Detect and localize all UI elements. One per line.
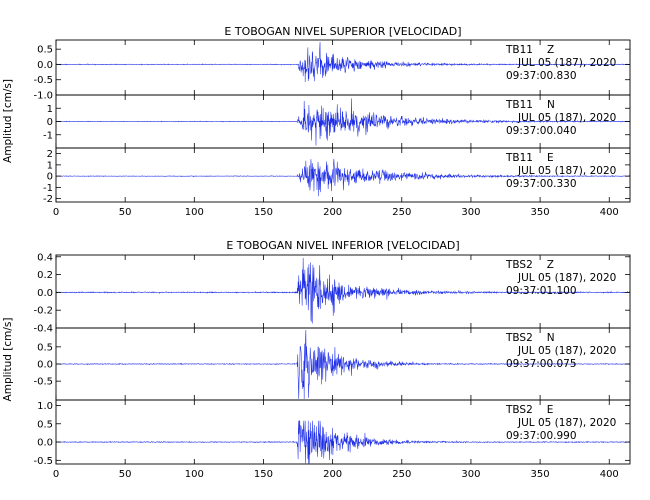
trace-time: 09:37:00.830 [506,70,577,82]
x-tick-label: 100 [185,469,204,480]
station-component-label: TB11 Z [505,44,554,56]
waveform-trace [55,98,631,146]
station-component-label: TBS2 Z [505,259,554,271]
component-code: N [547,99,555,111]
panel-frame [55,399,631,465]
waveform-trace [55,420,631,464]
waveform-trace [55,158,631,197]
trace-time: 09:37:00.075 [506,358,577,370]
y-tick-label: 0 [47,117,53,128]
chart-group-1: E TOBOGAN NIVEL SUPERIOR [VELOCIDAD] Ampl… [2,25,631,218]
component-code: N [547,332,555,344]
chart-group-2: E TOBOGAN NIVEL INFERIOR [VELOCIDAD] Ampl… [2,239,631,480]
y-tick-label: -1 [43,130,53,141]
station-code: TBS2 [505,404,533,416]
x-tick-label: 150 [254,469,273,480]
y-axis-label: Amplitud [cm/s] [2,79,14,163]
station-component-label: TBS2 E [505,404,553,416]
x-tick-label: 350 [531,469,550,480]
y-tick-label: 0.0 [37,60,53,71]
component-code: E [547,152,554,164]
y-tick-label: -0.5 [33,456,53,467]
trace-time: 09:37:00.330 [506,178,577,190]
y-tick-label: -0.5 [33,75,53,86]
station-code: TB11 [505,99,533,111]
trace-time: 09:37:00.040 [506,125,577,137]
y-tick-label: 0.5 [37,45,53,56]
y-tick-label: 0.2 [37,270,53,281]
y-tick-label: 0.5 [37,419,53,430]
x-tick-label: 50 [119,207,132,218]
panel-frame [55,147,631,203]
x-tick-label: 0 [53,207,59,218]
y-tick-label: 0.0 [37,360,53,371]
x-tick-label: 350 [531,207,550,218]
y-tick-label: 0.4 [37,252,53,263]
y-tick-label: -0.5 [33,377,53,388]
y-tick-label: 1 [47,104,53,115]
trace-date: JUL 05 (187), 2020 [517,417,616,429]
component-code: Z [547,44,554,56]
station-code: TBS2 [505,259,533,271]
waveform-trace [55,257,631,324]
x-tick-label: 250 [392,469,411,480]
station-component-label: TBS2 N [505,332,555,344]
station-component-label: TB11 N [505,99,555,111]
x-tick-label: 250 [392,207,411,218]
x-tick-label: 400 [600,469,619,480]
trace-date: JUL 05 (187), 2020 [517,272,616,284]
trace-date: JUL 05 (187), 2020 [517,345,616,357]
station-code: TB11 [505,152,533,164]
chart-title: E TOBOGAN NIVEL SUPERIOR [VELOCIDAD] [224,25,461,38]
station-component-label: TB11 E [505,152,554,164]
y-tick-label: 1 [47,160,53,171]
y-tick-label: 0.5 [37,342,53,353]
x-tick-label: 50 [119,469,132,480]
chart-title: E TOBOGAN NIVEL INFERIOR [VELOCIDAD] [226,239,459,252]
y-tick-label: 1.0 [37,401,53,412]
component-code: Z [547,259,554,271]
station-code: TB11 [505,44,533,56]
y-axis-label: Amplitud [cm/s] [2,318,14,402]
y-tick-label: -0.2 [33,306,53,317]
trace-date: JUL 05 (187), 2020 [517,57,616,69]
y-tick-label: -1.0 [33,91,53,102]
trace-date: JUL 05 (187), 2020 [517,165,616,177]
trace-time: 09:37:01.100 [506,285,577,297]
trace-time: 09:37:00.990 [506,430,577,442]
x-tick-label: 300 [461,469,480,480]
x-tick-label: 200 [323,207,342,218]
y-tick-label: -2 [43,194,53,205]
x-tick-label: 100 [185,207,204,218]
y-tick-label: 0.0 [37,288,53,299]
x-tick-label: 400 [600,207,619,218]
y-tick-label: -0.4 [33,324,53,335]
y-tick-label: 0.0 [37,438,53,449]
x-tick-label: 300 [461,207,480,218]
y-tick-label: 2 [47,149,53,160]
x-tick-label: 200 [323,469,342,480]
y-tick-label: 0 [47,172,53,183]
waveform-trace [55,41,631,82]
component-code: E [547,404,554,416]
station-code: TBS2 [505,332,533,344]
trace-date: JUL 05 (187), 2020 [517,112,616,124]
waveform-trace [55,329,631,399]
x-tick-label: 0 [53,469,59,480]
x-tick-label: 150 [254,207,273,218]
y-tick-label: -1 [43,183,53,194]
